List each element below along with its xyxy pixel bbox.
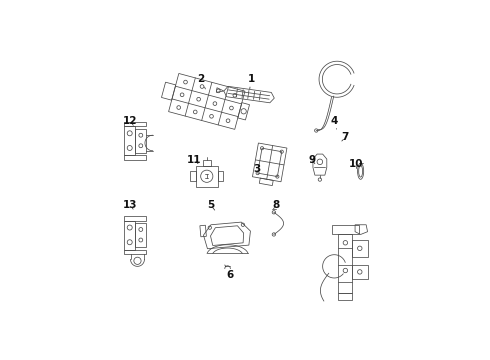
- Text: 10: 10: [349, 159, 364, 169]
- Text: 5: 5: [207, 201, 215, 210]
- Text: 9: 9: [309, 155, 316, 165]
- Text: 11: 11: [187, 155, 201, 165]
- Text: 6: 6: [225, 265, 234, 280]
- Text: 3: 3: [253, 164, 260, 174]
- Text: 2: 2: [197, 74, 205, 89]
- Text: 13: 13: [123, 201, 138, 210]
- Text: 1: 1: [247, 74, 255, 89]
- Text: 7: 7: [342, 132, 349, 143]
- Text: 4: 4: [331, 116, 338, 129]
- Text: 12: 12: [123, 116, 138, 126]
- Text: 8: 8: [272, 201, 280, 210]
